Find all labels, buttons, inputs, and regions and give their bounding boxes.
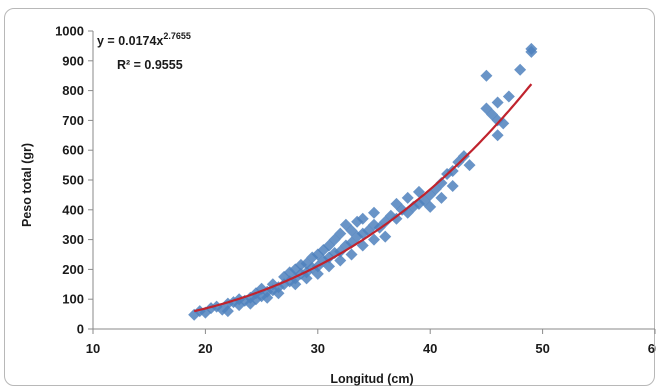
- y-tick-label: 500: [62, 173, 84, 188]
- data-point: [457, 150, 470, 163]
- chart-frame: 0 100 200 300 400 500 600 700 800 900 1000 10 20 30 4…: [4, 8, 656, 387]
- data-point: [435, 176, 448, 189]
- y-tick-label: 0: [77, 322, 84, 337]
- data-point: [401, 191, 414, 204]
- data-points: [188, 42, 538, 321]
- x-tick-label: 60: [648, 341, 656, 356]
- r-squared-label: R² = 0.9555: [117, 58, 183, 72]
- data-point: [502, 90, 515, 103]
- data-point: [491, 129, 504, 142]
- y-tick-label: 900: [62, 53, 84, 68]
- data-point: [323, 260, 336, 273]
- x-axis-ticks: 10 20 30 40 50 60: [86, 329, 656, 356]
- data-point: [356, 212, 369, 225]
- x-tick-label: 10: [86, 341, 100, 356]
- x-tick-label: 40: [423, 341, 437, 356]
- data-point: [480, 69, 493, 82]
- data-point: [272, 287, 285, 300]
- scatter-plot: 0 100 200 300 400 500 600 700 800 900 1000 10 20 30 4…: [20, 24, 656, 387]
- data-point: [446, 165, 459, 178]
- data-point: [491, 96, 504, 109]
- data-point: [221, 305, 234, 318]
- data-point: [390, 212, 403, 225]
- y-tick-label: 100: [62, 292, 84, 307]
- x-tick-label: 50: [535, 341, 549, 356]
- y-tick-label: 300: [62, 232, 84, 247]
- data-point: [525, 45, 538, 58]
- y-tick-label: 1000: [55, 24, 84, 39]
- y-tick-label: 600: [62, 143, 84, 158]
- x-tick-label: 20: [198, 341, 212, 356]
- data-point: [289, 278, 302, 291]
- x-tick-label: 30: [311, 341, 325, 356]
- y-tick-label: 400: [62, 202, 84, 217]
- data-point: [345, 248, 358, 261]
- data-point: [249, 293, 262, 306]
- data-point: [368, 233, 380, 246]
- y-axis-ticks: 0 100 200 300 400 500 600 700 800 900 1000: [55, 24, 93, 337]
- data-point: [334, 227, 347, 240]
- data-point: [514, 63, 527, 76]
- y-axis-title: Peso total (gr): [20, 143, 34, 227]
- y-tick-label: 200: [62, 262, 84, 277]
- data-point: [379, 230, 392, 243]
- trendline-equation: y = 0.0174x2.7655: [97, 31, 191, 48]
- x-axis-title: Longitud (cm): [330, 372, 413, 386]
- data-point: [311, 267, 324, 280]
- y-tick-label: 700: [62, 113, 84, 128]
- data-point: [435, 191, 448, 204]
- y-tick-label: 800: [62, 83, 84, 98]
- data-point: [300, 272, 313, 285]
- power-trendline: [193, 83, 533, 313]
- data-point: [368, 206, 380, 219]
- data-point: [463, 159, 476, 172]
- data-point: [424, 200, 437, 213]
- data-point: [261, 291, 274, 304]
- data-point: [446, 179, 459, 192]
